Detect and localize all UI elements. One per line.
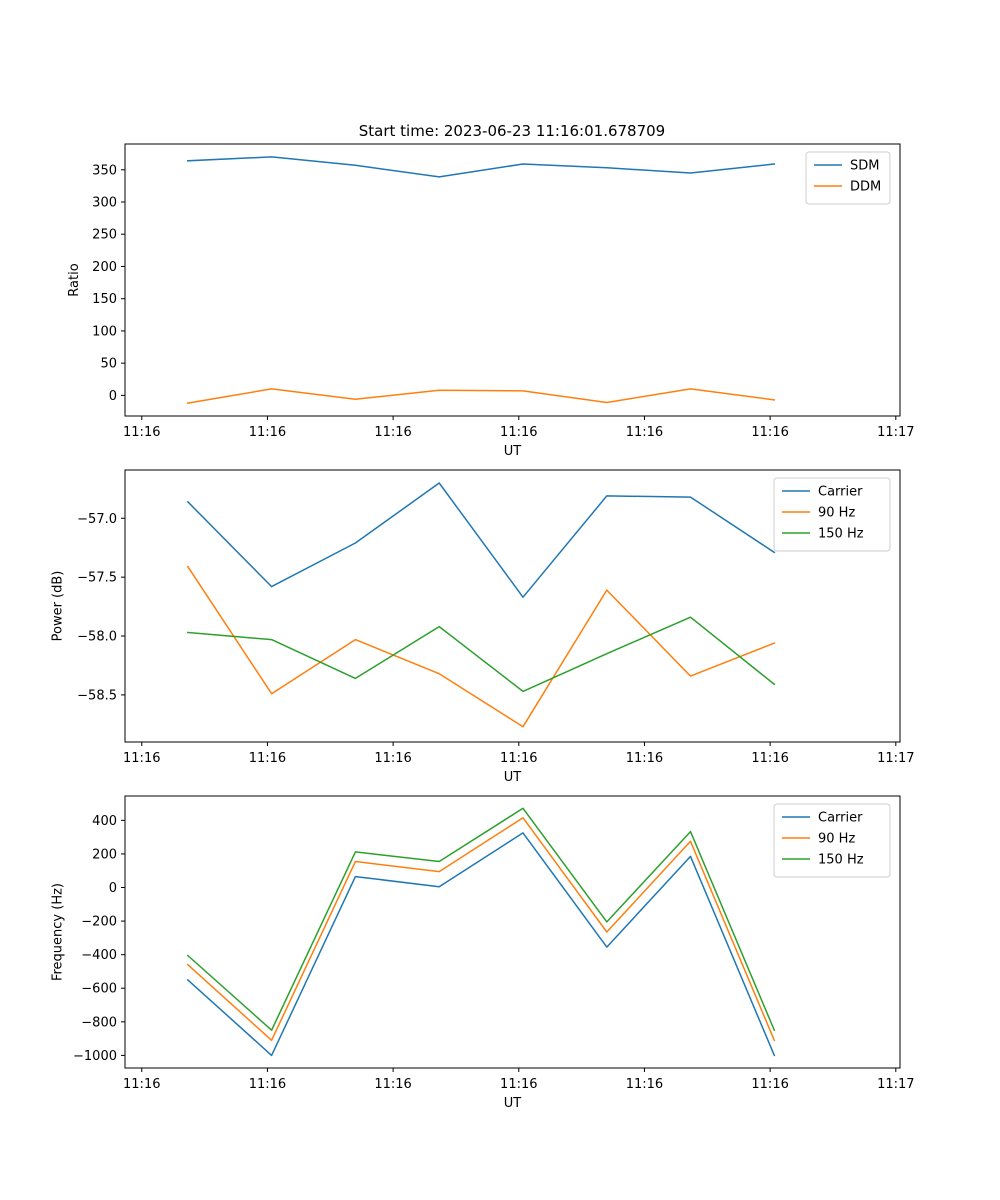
panels: 11:16 11:16 11:16 11:16 11:16 11:16 11:17 UT 0 50… bbox=[51, 143, 915, 1111]
x-axis: 11:16 11:16 11:16 11:16 11:16 11:16 11:17 UT bbox=[123, 742, 915, 785]
series-group bbox=[186, 482, 776, 728]
x-axis-label: UT bbox=[504, 1096, 522, 1111]
y-tick-label: 100 bbox=[92, 324, 117, 339]
x-axis-label: UT bbox=[504, 444, 522, 459]
y-tick-label: −400 bbox=[81, 948, 117, 963]
x-tick-label: 11:16 bbox=[249, 425, 286, 440]
y-tick-label: 50 bbox=[100, 357, 117, 372]
series-line-1 bbox=[186, 832, 776, 1057]
y-axis: −58.5 −58.0 −57.5 −57.0 Power (dB) bbox=[51, 512, 125, 703]
legend-label: 150 Hz bbox=[818, 527, 864, 542]
x-tick-label: 11:16 bbox=[374, 425, 411, 440]
legend-label: 90 Hz bbox=[818, 506, 855, 521]
y-tick-label: −200 bbox=[81, 915, 117, 930]
y-axis-label: Ratio bbox=[67, 263, 82, 296]
legend-label: DDM bbox=[850, 180, 881, 195]
x-tick-label: 11:16 bbox=[123, 1077, 160, 1092]
y-tick-label: 400 bbox=[92, 814, 117, 829]
series-line-2 bbox=[186, 817, 776, 1042]
x-tick-label: 11:17 bbox=[877, 751, 914, 766]
y-tick-label: 150 bbox=[92, 292, 117, 307]
x-tick-label: 11:16 bbox=[500, 1077, 537, 1092]
series-group bbox=[186, 156, 776, 404]
series-line-2 bbox=[186, 388, 776, 404]
y-tick-label: 350 bbox=[92, 163, 117, 178]
y-tick-label: −800 bbox=[81, 1015, 117, 1030]
y-tick-label: −57.0 bbox=[77, 512, 117, 527]
y-tick-label: −58.5 bbox=[77, 688, 117, 703]
chart-panel-2: 11:16 11:16 11:16 11:16 11:16 11:16 11:17 UT −58… bbox=[51, 469, 915, 785]
y-tick-label: 0 bbox=[109, 881, 117, 896]
figure-title: Start time: 2023-06-23 11:16:01.678709 bbox=[359, 122, 665, 140]
y-tick-label: −58.0 bbox=[77, 630, 117, 645]
y-tick-label: −57.5 bbox=[77, 571, 117, 586]
series-line-1 bbox=[187, 156, 776, 178]
legend-label: SDM bbox=[850, 159, 879, 174]
x-tick-label: 11:16 bbox=[626, 751, 663, 766]
y-tick-label: 200 bbox=[92, 260, 117, 275]
series-line-1 bbox=[186, 482, 776, 598]
y-axis: −1000 −800 −600 −400 −200 0 200 400 Frequency (H… bbox=[51, 814, 125, 1064]
x-tick-label: 11:16 bbox=[751, 425, 788, 440]
chart-panel-1: 11:16 11:16 11:16 11:16 11:16 11:16 11:17 UT 0 50… bbox=[67, 143, 915, 459]
series-line-3 bbox=[186, 807, 776, 1032]
x-tick-label: 11:16 bbox=[374, 751, 411, 766]
legend: SDM DDM bbox=[805, 151, 891, 205]
x-tick-label: 11:16 bbox=[626, 425, 663, 440]
x-tick-label: 11:17 bbox=[877, 425, 914, 440]
legend: Carrier 90 Hz 150 Hz bbox=[773, 803, 891, 878]
x-axis: 11:16 11:16 11:16 11:16 11:16 11:16 11:17 UT bbox=[123, 416, 915, 459]
y-tick-label: 300 bbox=[92, 196, 117, 211]
axes-frame bbox=[124, 795, 901, 1069]
series-group bbox=[186, 807, 776, 1057]
x-tick-label: 11:16 bbox=[123, 751, 160, 766]
axes-frame bbox=[124, 143, 901, 417]
x-tick-label: 11:16 bbox=[500, 425, 537, 440]
legend-label: 150 Hz bbox=[818, 853, 864, 868]
x-tick-label: 11:16 bbox=[249, 1077, 286, 1092]
x-tick-label: 11:16 bbox=[123, 425, 160, 440]
x-axis-label: UT bbox=[504, 770, 522, 785]
x-tick-label: 11:16 bbox=[626, 1077, 663, 1092]
y-tick-label: 200 bbox=[92, 847, 117, 862]
x-tick-label: 11:16 bbox=[500, 751, 537, 766]
legend-label: Carrier bbox=[818, 811, 863, 826]
y-tick-label: −600 bbox=[81, 982, 117, 997]
y-axis: 0 50 100 150 200 250 300 350 Ratio bbox=[67, 163, 125, 404]
y-tick-label: 0 bbox=[109, 389, 117, 404]
x-tick-label: 11:17 bbox=[877, 1077, 914, 1092]
series-line-2 bbox=[186, 565, 776, 728]
x-tick-label: 11:16 bbox=[751, 751, 788, 766]
legend: Carrier 90 Hz 150 Hz bbox=[773, 477, 891, 552]
axes-frame bbox=[124, 469, 901, 743]
chart-panel-3: 11:16 11:16 11:16 11:16 11:16 11:16 11:17 UT −10… bbox=[51, 795, 915, 1111]
y-tick-label: −1000 bbox=[73, 1049, 117, 1064]
x-axis: 11:16 11:16 11:16 11:16 11:16 11:16 11:17 UT bbox=[123, 1068, 915, 1111]
y-axis-label: Frequency (Hz) bbox=[51, 883, 66, 981]
x-tick-label: 11:16 bbox=[751, 1077, 788, 1092]
y-tick-label: 250 bbox=[92, 228, 117, 243]
x-tick-label: 11:16 bbox=[249, 751, 286, 766]
legend-label: 90 Hz bbox=[818, 832, 855, 847]
legend-label: Carrier bbox=[818, 485, 863, 500]
series-line-3 bbox=[186, 616, 776, 693]
x-tick-label: 11:16 bbox=[374, 1077, 411, 1092]
y-axis-label: Power (dB) bbox=[51, 571, 66, 642]
